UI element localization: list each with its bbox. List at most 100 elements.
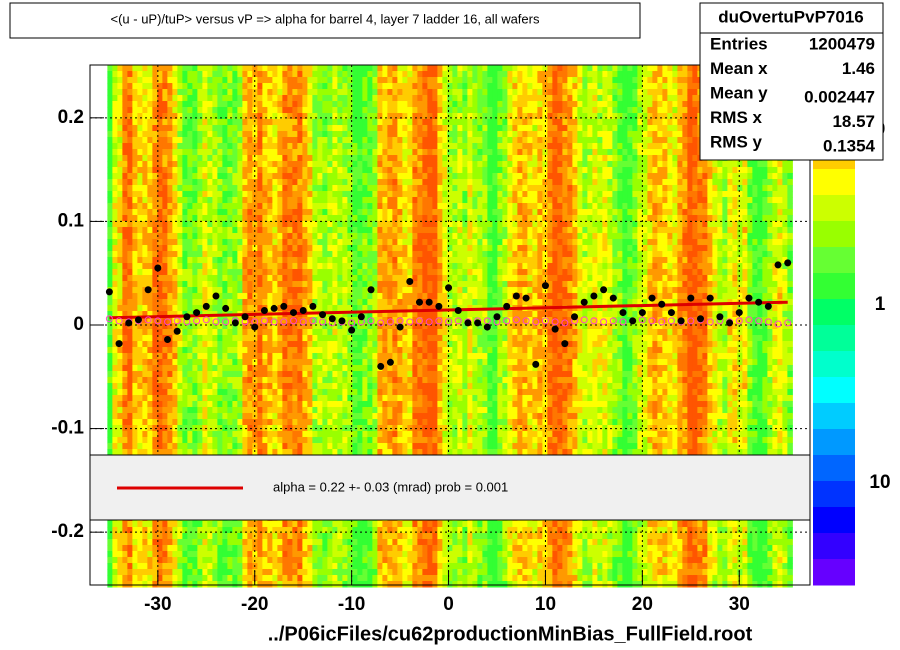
heatmap-cell [287, 245, 293, 252]
heatmap-cell [302, 377, 308, 384]
heatmap-cell [342, 449, 348, 456]
heatmap-cell [137, 101, 143, 108]
heatmap-cell [117, 551, 123, 558]
heatmap-cell [142, 95, 148, 102]
heatmap-cell [197, 275, 203, 282]
heatmap-cell [332, 233, 338, 240]
heatmap-cell [172, 437, 178, 444]
heatmap-cell [382, 563, 388, 570]
heatmap-cell [107, 347, 113, 354]
heatmap-cell [292, 557, 298, 564]
heatmap-cell [112, 203, 118, 210]
heatmap-cell [322, 551, 328, 558]
heatmap-cell [297, 335, 303, 342]
heatmap-cell [382, 533, 388, 540]
heatmap-cell [247, 293, 253, 300]
heatmap-cell [187, 89, 193, 96]
heatmap-cell [127, 557, 133, 564]
heatmap-cell [337, 233, 343, 240]
heatmap-cell [242, 137, 248, 144]
heatmap-cell [302, 347, 308, 354]
heatmap-cell [337, 149, 343, 156]
heatmap-cell [292, 149, 298, 156]
heatmap-cell [197, 137, 203, 144]
heatmap-cell [152, 407, 158, 414]
heatmap-cell [242, 419, 248, 426]
heatmap-cell [117, 305, 123, 312]
heatmap-cell [157, 197, 163, 204]
heatmap-cell [117, 449, 123, 456]
heatmap-cell [292, 329, 298, 336]
heatmap-cell [382, 215, 388, 222]
heatmap-cell [272, 143, 278, 150]
heatmap-cell [377, 287, 383, 294]
heatmap-cell [122, 107, 128, 114]
heatmap-cell [247, 551, 253, 558]
heatmap-cell [117, 275, 123, 282]
heatmap-cell [277, 419, 283, 426]
heatmap-cell [157, 533, 163, 540]
heatmap-cell [352, 89, 358, 96]
heatmap-cell [197, 377, 203, 384]
heatmap-cell [332, 113, 338, 120]
heatmap-cell [107, 233, 113, 240]
heatmap-cell [332, 581, 338, 588]
heatmap-cell [172, 335, 178, 342]
heatmap-cell [237, 581, 243, 588]
heatmap-cell [262, 395, 268, 402]
heatmap-cell [267, 563, 273, 570]
heatmap-cell [212, 437, 218, 444]
heatmap-cell [287, 335, 293, 342]
heatmap-cell [167, 341, 173, 348]
heatmap-cell [117, 125, 123, 132]
heatmap-cell [232, 407, 238, 414]
heatmap-cell [207, 257, 213, 264]
heatmap-cell [242, 557, 248, 564]
heatmap-cell [147, 215, 153, 222]
heatmap-cell [292, 221, 298, 228]
heatmap-cell [192, 233, 198, 240]
heatmap-cell [127, 263, 133, 270]
heatmap-cell [322, 527, 328, 534]
heatmap-cell [117, 299, 123, 306]
heatmap-cell [332, 209, 338, 216]
heatmap-cell [297, 185, 303, 192]
heatmap-cell [362, 161, 368, 168]
heatmap-cell [257, 161, 263, 168]
heatmap-cell [312, 395, 318, 402]
heatmap-cell [192, 209, 198, 216]
heatmap-cell [142, 113, 148, 120]
heatmap-cell [167, 449, 173, 456]
heatmap-cell [192, 437, 198, 444]
heatmap-cell [157, 569, 163, 576]
heatmap-cell [347, 305, 353, 312]
heatmap-cell [247, 209, 253, 216]
heatmap-cell [237, 383, 243, 390]
heatmap-cell [297, 389, 303, 396]
heatmap-cell [177, 95, 183, 102]
heatmap-cell [207, 155, 213, 162]
heatmap-cell [182, 551, 188, 558]
heatmap-cell [172, 419, 178, 426]
heatmap-cell [137, 371, 143, 378]
heatmap-cell [357, 563, 363, 570]
heatmap-cell [197, 173, 203, 180]
heatmap-cell [272, 563, 278, 570]
heatmap-cell [227, 521, 233, 528]
heatmap-cell [362, 185, 368, 192]
heatmap-cell [182, 329, 188, 336]
heatmap-cell [162, 383, 168, 390]
heatmap-cell [112, 209, 118, 216]
heatmap-cell [107, 335, 113, 342]
heatmap-cell [317, 539, 323, 546]
heatmap-cell [252, 71, 258, 78]
heatmap-cell [127, 275, 133, 282]
heatmap-cell [212, 527, 218, 534]
heatmap-cell [322, 143, 328, 150]
heatmap-cell [217, 167, 223, 174]
heatmap-cell [307, 95, 313, 102]
heatmap-cell [132, 197, 138, 204]
heatmap-cell [267, 389, 273, 396]
heatmap-cell [387, 209, 393, 216]
heatmap-cell [307, 329, 313, 336]
